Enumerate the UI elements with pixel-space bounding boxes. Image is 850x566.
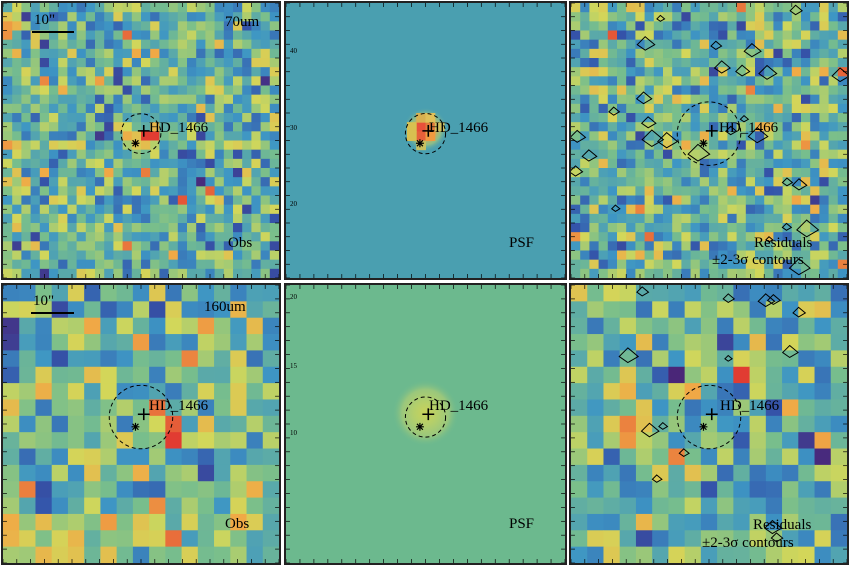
- residual-contour: [722, 293, 736, 304]
- star-marker: [699, 422, 708, 431]
- residual-contour: [651, 474, 663, 483]
- residual-contour: [710, 40, 723, 51]
- residual-contour: [636, 36, 656, 51]
- source-label: HD_1466: [719, 120, 779, 136]
- scale-bar-label: 10": [33, 293, 55, 309]
- residual-contour: [788, 258, 811, 276]
- axis-tick-label: 40: [290, 47, 297, 55]
- contours-label: ±2-3σ contours: [712, 252, 804, 268]
- residuals-label: Residuals: [753, 517, 812, 533]
- source-position-marker: [422, 408, 435, 421]
- residuals-label: Residuals: [754, 235, 813, 251]
- panel-type-label: PSF: [509, 235, 535, 251]
- psf-160um-map: [286, 285, 565, 563]
- aperture-circle: [676, 101, 742, 166]
- aperture-circle: [404, 396, 447, 438]
- residual-contour: [640, 116, 657, 129]
- star-marker: [131, 422, 140, 431]
- star-marker: [415, 139, 424, 148]
- residual-contour: [766, 294, 782, 305]
- obs-70um-map: [3, 3, 279, 278]
- residuals-160um-map: [571, 285, 847, 563]
- residual-contour: [725, 125, 738, 136]
- residual-contour: [687, 143, 711, 162]
- source-label: HD_1466: [149, 398, 209, 414]
- residual-contour: [571, 165, 584, 177]
- aperture-circle: [404, 113, 447, 155]
- source-position-marker: [137, 124, 150, 137]
- source-position-marker: [422, 124, 435, 137]
- residual-contour: [636, 286, 650, 297]
- residual-contour: [792, 306, 807, 318]
- panel-type-label: Obs: [225, 516, 250, 532]
- band-label: 160um: [204, 299, 246, 315]
- residual-contour: [781, 222, 793, 231]
- residual-contour: [831, 67, 847, 83]
- residual-contour: [724, 354, 733, 362]
- star-marker: [699, 139, 708, 148]
- obs-70um-panel: 10" 70um HD_1466 Obs: [1, 1, 281, 280]
- residual-contour: [765, 236, 774, 243]
- obs-160um-map: [3, 285, 279, 563]
- residual-contour: [763, 519, 783, 535]
- residual-contour: [747, 127, 769, 144]
- source-label: HD_1466: [720, 398, 780, 414]
- residual-contour: [656, 131, 679, 149]
- residual-contour: [678, 448, 690, 458]
- residual-contour: [770, 532, 784, 543]
- axis-tick-label: 20: [290, 200, 297, 208]
- residual-contour: [608, 106, 621, 116]
- source-position-marker: [705, 408, 718, 421]
- residual-contour: [757, 293, 776, 308]
- contours-label: ±2-3σ contours: [702, 535, 794, 551]
- band-label: 70um: [225, 14, 260, 30]
- obs-160um-panel: 10" 160um HD_1466 Obs: [1, 283, 281, 565]
- psf-70um-panel: 40 30 20 HD_1466 PSF: [284, 1, 567, 280]
- residual-contour: [641, 129, 665, 148]
- residual-contour: [656, 14, 666, 22]
- residual-contour: [635, 91, 653, 105]
- panel-type-label: PSF: [509, 516, 535, 532]
- residual-contour: [581, 149, 598, 162]
- residual-contour: [735, 64, 751, 77]
- residual-contour: [713, 60, 732, 74]
- residuals-70um-panel: HD_1466 Residuals ±2-3σ contours: [569, 1, 849, 280]
- residual-contour: [610, 204, 621, 212]
- residual-contour: [791, 178, 808, 191]
- scale-bar: [31, 312, 74, 314]
- source-position-marker: [705, 124, 718, 137]
- scale-bar-label: 10": [34, 12, 56, 28]
- axis-tick-label: 10: [290, 429, 297, 437]
- star-marker: [131, 139, 140, 148]
- residuals-70um-map: [571, 3, 847, 278]
- residual-contour: [640, 422, 660, 438]
- axis-tick-label: 20: [290, 293, 297, 301]
- source-label: HD_1466: [429, 120, 489, 136]
- axis-tick-label: 15: [290, 362, 297, 370]
- psf-160um-panel: 20 15 10 HD_1466 PSF: [284, 283, 567, 565]
- psf-70um-map: [286, 3, 565, 278]
- residual-contour: [796, 219, 820, 238]
- source-label: HD_1466: [149, 120, 209, 136]
- residual-contour: [571, 129, 587, 143]
- scale-bar: [32, 31, 74, 33]
- source-position-marker: [137, 408, 150, 421]
- panel-type-label: Obs: [228, 235, 253, 251]
- residual-contour: [781, 344, 799, 359]
- residual-contour: [743, 42, 762, 58]
- residuals-160um-panel: HD_1466 Residuals ±2-3σ contours: [569, 283, 849, 565]
- star-marker: [415, 422, 424, 431]
- residual-contour: [781, 177, 794, 187]
- residual-contour: [618, 347, 640, 364]
- axis-tick-label: 30: [290, 124, 297, 132]
- residual-contour: [658, 421, 669, 430]
- residual-contour: [739, 114, 750, 123]
- source-label: HD_1466: [429, 398, 489, 414]
- residual-contour: [789, 4, 804, 16]
- residual-contour: [758, 64, 778, 80]
